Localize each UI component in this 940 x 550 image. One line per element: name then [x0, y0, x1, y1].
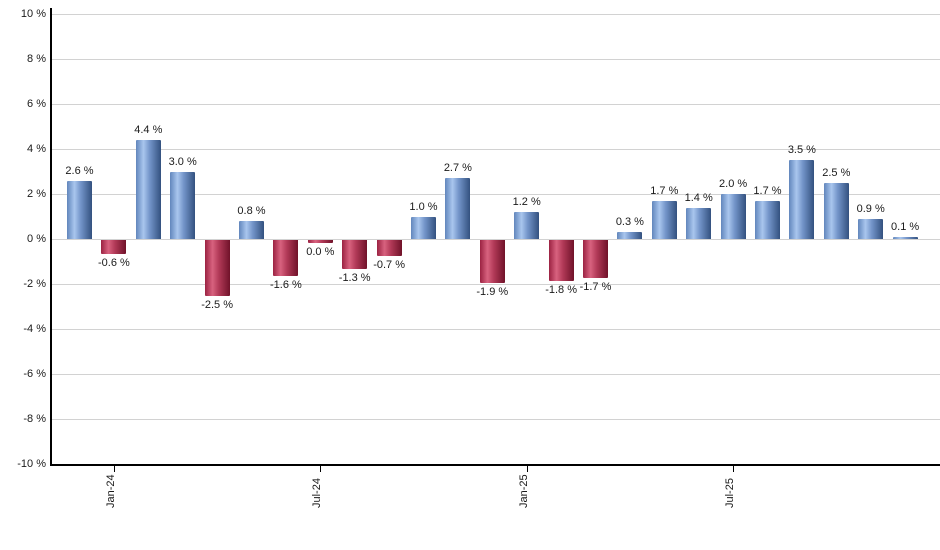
y-axis-tick-label: 10 %: [20, 8, 46, 20]
gridline: [52, 284, 940, 285]
bar: [720, 194, 746, 239]
x-axis-tick-mark: [733, 466, 735, 472]
bar: [342, 240, 368, 270]
bar-value-label: -1.8 %: [545, 283, 577, 296]
bar: [376, 240, 402, 256]
bar-value-label: 0.1 %: [891, 220, 920, 233]
bar: [307, 240, 333, 243]
y-axis-tick-label: 8 %: [27, 53, 46, 65]
bar: [170, 171, 196, 239]
bar: [204, 240, 230, 297]
bar: [892, 236, 918, 239]
bar-value-label: -1.7 %: [579, 281, 612, 294]
bar-value-label: 2.7 %: [443, 162, 472, 175]
gridline: [52, 374, 940, 375]
y-axis-tick-label: 6 %: [27, 98, 46, 110]
x-axis-tick-mark: [113, 466, 115, 472]
bar-value-label: -0.6 %: [97, 256, 130, 269]
bar-value-label: 2.0 %: [719, 178, 748, 190]
bar: [823, 182, 849, 239]
bar-value-label: -1.9 %: [476, 285, 509, 298]
bar-value-label: 1.7 %: [753, 184, 782, 197]
bar-value-label: -1.3 %: [338, 272, 371, 285]
bar-value-label: -0.7 %: [373, 258, 405, 271]
bar-value-label: -1.6 %: [269, 279, 302, 291]
bar-value-label: 4.4 %: [134, 124, 163, 136]
bar: [858, 218, 884, 239]
bar-value-label: 1.4 %: [684, 191, 713, 204]
gridline: [52, 59, 940, 60]
y-axis-tick-label: -8 %: [23, 413, 46, 425]
bar: [651, 200, 677, 239]
bar: [101, 240, 127, 254]
bar: [273, 240, 299, 276]
gridline: [52, 14, 940, 15]
x-axis-tick-mark: [526, 466, 528, 472]
y-axis-tick-label: -6 %: [23, 368, 46, 380]
bar-value-label: 2.6 %: [65, 164, 94, 177]
bar: [548, 240, 574, 281]
y-axis-tick-label: -2 %: [23, 278, 46, 290]
bar: [514, 212, 540, 239]
bar-value-label: -2.5 %: [201, 299, 233, 312]
gridline: [52, 419, 940, 420]
y-axis-tick-label: -4 %: [23, 323, 46, 335]
bar-value-label: 2.5 %: [822, 166, 851, 179]
x-axis-line: [50, 464, 940, 466]
y-axis-tick-label: 0 %: [27, 233, 46, 245]
x-axis-tick-label: Jan-24: [104, 474, 117, 508]
bar-value-label: 3.0 %: [168, 155, 197, 168]
y-axis-tick-label: 4 %: [27, 143, 46, 155]
bar-value-label: 1.7 %: [650, 184, 679, 197]
bar-value-label: 1.2 %: [512, 196, 541, 208]
bar: [755, 200, 780, 239]
x-axis-tick-mark: [320, 466, 322, 472]
bar: [67, 180, 92, 239]
x-axis-tick-label: Jan-25: [517, 474, 530, 508]
bar: [411, 216, 436, 239]
gridline: [52, 239, 940, 240]
x-axis-tick-label: Jul-25: [724, 478, 737, 508]
gridline: [52, 329, 940, 330]
bar-value-label: 3.5 %: [787, 144, 816, 157]
bar: [583, 240, 608, 279]
bar: [239, 221, 264, 239]
y-axis-tick-label: 2 %: [27, 188, 46, 200]
bar-value-label: 1.0 %: [409, 200, 438, 213]
bar: [617, 232, 643, 239]
bar: [686, 207, 712, 239]
y-axis-tick-label: -10 %: [17, 458, 46, 470]
bar-value-label: 0.8 %: [237, 205, 266, 217]
bar: [789, 160, 815, 239]
gridline: [52, 104, 940, 105]
bar: [445, 178, 471, 239]
bar-value-label: 0.9 %: [856, 202, 885, 215]
bar-value-label: 0.0 %: [306, 245, 335, 258]
bar: [479, 240, 505, 283]
gridline: [52, 194, 940, 195]
y-axis-line: [50, 8, 52, 466]
bar-value-label: 0.3 %: [615, 216, 644, 229]
gridline: [52, 149, 940, 150]
bar: [135, 140, 161, 239]
x-axis-tick-label: Jul-24: [311, 478, 324, 508]
